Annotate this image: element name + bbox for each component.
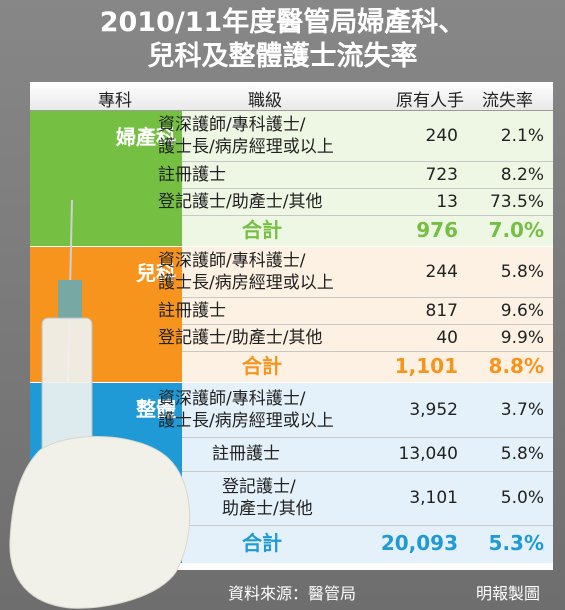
row-divider	[182, 297, 553, 298]
job-title: 登記護士/助產士/其他	[158, 328, 323, 348]
turnover-rate: 5.0%	[500, 488, 544, 508]
turnover-rate: 5.8%	[500, 444, 544, 464]
turnover-rate: 5.8%	[500, 262, 544, 282]
credit-note: 明報製圖	[476, 584, 541, 603]
staff-count: 40	[436, 328, 458, 348]
row-divider	[182, 471, 553, 472]
total-rate: 7.0%	[488, 218, 544, 242]
job-title: 註冊護士	[212, 444, 280, 464]
glove-hand	[9, 436, 191, 609]
turnover-rate: 9.6%	[500, 301, 544, 321]
header-rate: 流失率	[482, 91, 533, 111]
total-label: 合計	[242, 218, 282, 242]
total-label: 合計	[242, 354, 282, 378]
job-title: 資深護師/專科護士/護士長/病房經理或以上	[158, 115, 334, 157]
row-divider	[182, 525, 553, 526]
turnover-rate: 73.5%	[489, 192, 544, 212]
syringe-hub	[58, 280, 82, 320]
staff-count: 13,040	[398, 444, 458, 464]
turnover-rate: 9.9%	[500, 328, 544, 348]
row-divider	[182, 437, 553, 438]
total-label: 合計	[242, 531, 282, 555]
title-line-2: 兒科及整體護士流失率	[147, 41, 418, 72]
job-title: 登記護士/助產士/其他	[158, 192, 323, 212]
group-1: 婦產科 資深護師/專科護士/護士長/病房經理或以上 240 2.1% 註冊護士 723 8.…	[30, 111, 553, 246]
dept-label: 婦產科	[116, 125, 176, 149]
total-rate: 5.3%	[488, 531, 544, 555]
staff-count: 3,101	[409, 488, 458, 508]
staff-count: 240	[425, 126, 458, 146]
row-divider	[182, 351, 553, 352]
group-2: 兒科 資深護師/專科護士/護士長/病房經理或以上 244 5.8% 註冊護士 817 9.6…	[30, 247, 553, 382]
total-staff: 20,093	[380, 531, 458, 555]
job-title: 登記護士/助產士/其他	[222, 477, 313, 519]
staff-count: 13	[436, 192, 458, 212]
turnover-rate: 8.2%	[500, 165, 544, 185]
job-title: 註冊護士	[158, 165, 226, 185]
row-divider	[182, 324, 553, 325]
job-title: 資深護師/專科護士/護士長/病房經理或以上	[158, 251, 334, 293]
total-rate: 8.8%	[488, 354, 544, 378]
staff-count: 244	[425, 262, 458, 282]
header-dept: 專科	[98, 91, 132, 111]
row-divider	[182, 188, 553, 189]
dept-label: 兒科	[136, 261, 176, 285]
source-note: 資料來源：醫管局	[228, 584, 357, 603]
turnover-rate: 2.1%	[500, 126, 544, 146]
job-title: 資深護師/專科護士/護士長/病房經理或以上	[158, 389, 334, 431]
header-staff: 原有人手	[396, 91, 464, 111]
row-divider	[182, 215, 553, 216]
turnover-rate: 3.7%	[500, 400, 544, 420]
total-staff: 1,101	[394, 354, 458, 378]
staff-count: 3,952	[409, 400, 458, 420]
chart-title: 2010/11年度醫管局婦產科、 兒科及整體護士流失率	[0, 6, 565, 74]
job-title: 註冊護士	[158, 301, 226, 321]
title-line-1: 2010/11年度醫管局婦產科、	[99, 7, 466, 38]
staff-count: 817	[425, 301, 458, 321]
syringe-glove-illustration	[9, 200, 191, 609]
dept-block: 婦產科	[30, 111, 182, 246]
row-divider	[182, 161, 553, 162]
dept-block: 兒科	[30, 247, 182, 382]
header-job: 職級	[248, 91, 282, 111]
dept-label: 整體	[136, 397, 176, 421]
total-staff: 976	[416, 218, 458, 242]
table-header: 專科 職級 原有人手 流失率	[30, 82, 553, 111]
staff-count: 723	[425, 165, 458, 185]
